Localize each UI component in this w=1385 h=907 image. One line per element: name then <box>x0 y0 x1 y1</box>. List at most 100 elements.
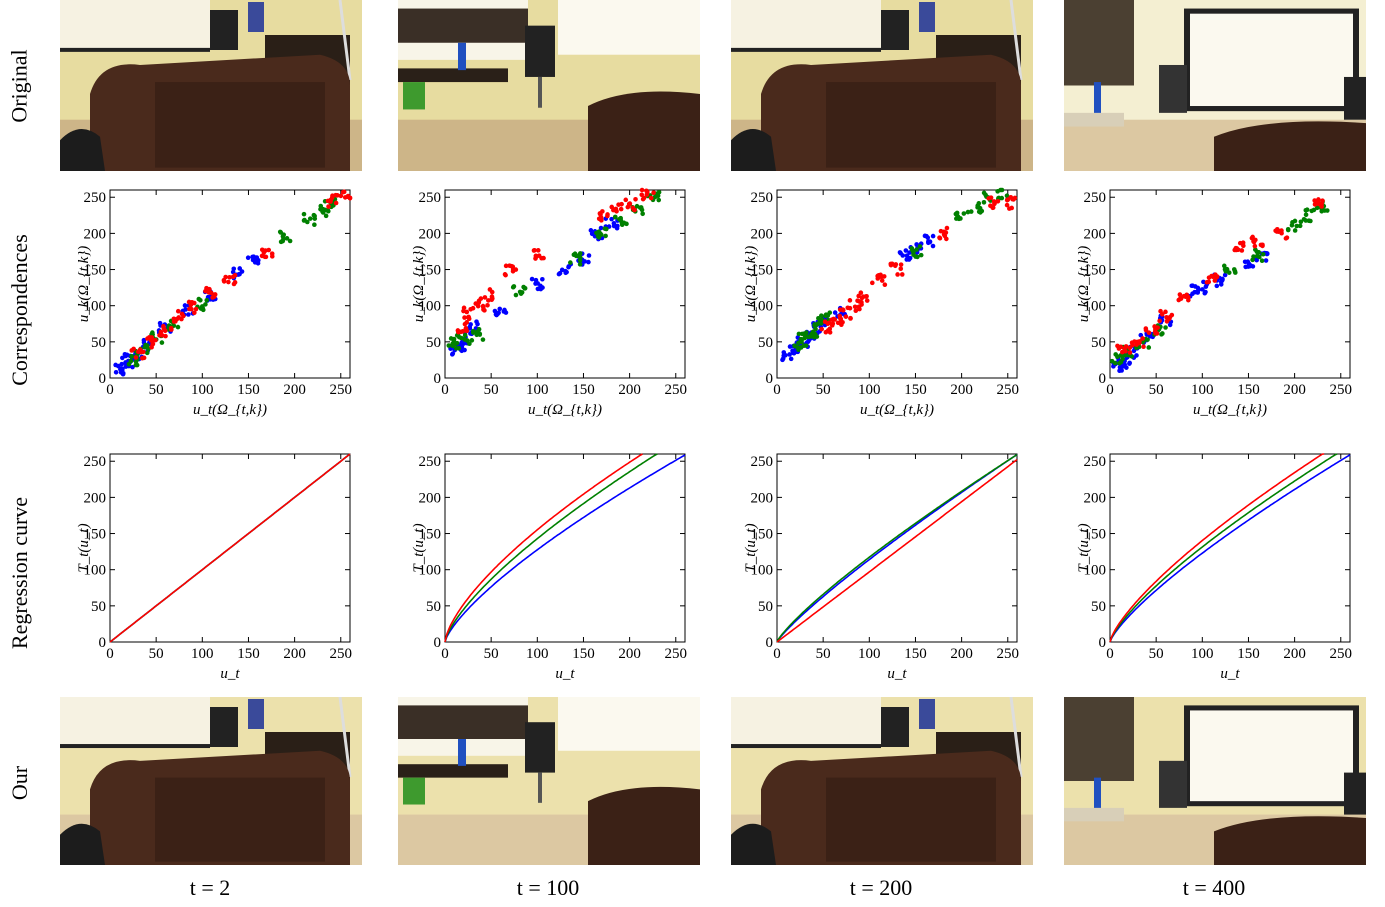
scatter-point <box>464 328 470 334</box>
scatter-point <box>564 269 569 275</box>
scatter-point <box>1233 245 1239 251</box>
scatter-point <box>968 209 974 214</box>
scatter-point <box>623 197 629 203</box>
scatter-point <box>639 187 645 193</box>
scatter-series-red <box>1115 197 1325 355</box>
scatter-point <box>656 197 662 203</box>
scatter-point <box>1223 268 1229 274</box>
scatter-point <box>631 207 637 212</box>
scatter-point <box>990 205 996 211</box>
scatter-point <box>1218 279 1224 285</box>
scatter-point <box>1316 197 1321 202</box>
scatter-point <box>904 253 910 258</box>
scatter-point <box>333 200 339 206</box>
scatter-point <box>944 225 950 231</box>
scatter-point <box>830 321 836 326</box>
scatter-point <box>186 312 191 317</box>
scatter-point <box>1254 253 1260 259</box>
scatter-point <box>141 337 147 343</box>
scatter-point <box>511 284 517 289</box>
scatter-point <box>1124 365 1129 370</box>
scatter-point <box>323 213 329 219</box>
scatter-point <box>1259 258 1265 263</box>
sofa <box>588 91 700 171</box>
x-tick-label: 50 <box>149 382 164 398</box>
x-tick-label: 250 <box>997 382 1020 398</box>
scatter-point <box>827 330 833 335</box>
scatter-point <box>191 300 197 306</box>
scatter-point <box>823 329 829 335</box>
scatter-point <box>227 275 232 280</box>
scatter-point <box>1130 342 1135 348</box>
x-tick-label: 150 <box>1237 646 1260 662</box>
x-tick-label: 50 <box>484 646 499 662</box>
scatter-point <box>1163 309 1168 315</box>
scatter-point <box>454 340 460 346</box>
scatter-point <box>925 235 931 240</box>
scatter-point <box>536 253 542 258</box>
x-tick-label: 100 <box>1191 646 1214 662</box>
y-tick-label: 100 <box>419 563 442 579</box>
scatter-point <box>1222 272 1228 278</box>
scatter-point <box>302 217 307 223</box>
scatter-point <box>870 280 875 286</box>
scatter-point <box>914 247 920 252</box>
speaker <box>881 707 909 747</box>
y-axis-label: T_t(u_t) <box>411 523 427 572</box>
scatter-point <box>133 359 139 364</box>
y-tick-label: 100 <box>751 563 774 579</box>
row-label-original: Original <box>7 49 33 123</box>
scatter-point <box>899 272 905 277</box>
scatter-point <box>175 324 181 330</box>
x-tick-label: 150 <box>572 646 595 662</box>
scatter-point <box>284 236 290 241</box>
scatter-point <box>878 274 884 280</box>
y-tick-label: 150 <box>419 527 442 543</box>
regression-curve-blue <box>1109 454 1351 643</box>
x-tick-label: 200 <box>283 382 306 398</box>
scatter-point <box>1311 207 1317 213</box>
y-tick-label: 250 <box>84 190 107 206</box>
scatter-point <box>804 330 809 335</box>
scatter-point <box>588 228 594 233</box>
scatter-point <box>1263 258 1269 263</box>
row-label-regression: Regression curve <box>7 496 32 650</box>
scatter-point <box>159 340 165 345</box>
poster <box>919 2 935 32</box>
scatter-point <box>813 322 819 328</box>
x-tick-label: 150 <box>237 646 260 662</box>
scatter-point <box>475 321 480 327</box>
scatter-point <box>459 340 465 345</box>
y-tick-label: 150 <box>1084 527 1107 543</box>
scatter-point <box>186 299 192 305</box>
correspondence-plot-t2: 0 50 100 150 200 250 0 50 100 150 200 250 u_t(Ω_{t,k… <box>70 182 390 432</box>
scatter-point <box>595 233 601 239</box>
scatter-point <box>999 187 1005 193</box>
scatter-point <box>640 196 646 202</box>
y-tick-label: 50 <box>91 599 106 615</box>
scatter-point <box>139 349 144 355</box>
y-tick-label: 0 <box>1099 371 1107 387</box>
scatter-point <box>612 214 618 220</box>
scatter-point <box>802 335 808 341</box>
x-axis-label: u_t <box>555 666 575 682</box>
x-tick-label: 200 <box>1283 646 1306 662</box>
scatter-point <box>1320 198 1325 204</box>
scatter-point <box>882 282 888 288</box>
our-photo-t200 <box>731 697 1033 865</box>
scatter-point <box>615 223 620 229</box>
scatter-point <box>278 230 284 235</box>
scatter-point <box>179 311 185 317</box>
scatter-point <box>603 233 608 239</box>
scatter-point <box>837 315 843 321</box>
scatter-point <box>783 352 788 358</box>
scatter-point <box>140 355 145 361</box>
scatter-point <box>342 195 348 200</box>
x-axis-label: u_t <box>220 666 240 682</box>
scatter-point <box>639 192 645 198</box>
projection-screen <box>558 697 700 751</box>
y-tick-label: 50 <box>426 599 441 615</box>
row-label-correspondences: Correspondences <box>7 234 33 386</box>
y-tick-label: 100 <box>1084 299 1107 315</box>
scatter-point <box>1112 360 1118 366</box>
